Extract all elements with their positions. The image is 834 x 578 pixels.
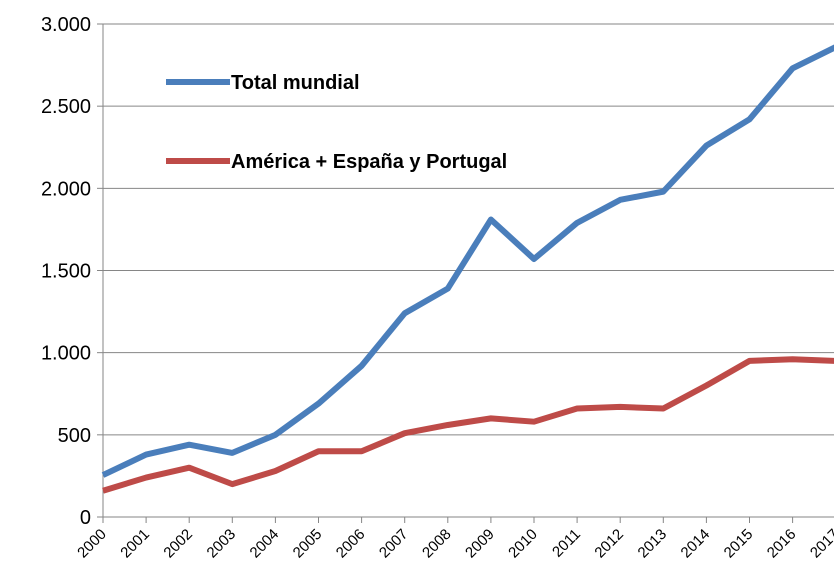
y-tick-label: 0 [80, 507, 91, 529]
x-tick-label: 2004 [247, 526, 283, 562]
x-tick-label: 2013 [635, 526, 671, 562]
legend-label: América + España y Portugal [231, 151, 507, 173]
y-tick-label: 1.000 [41, 343, 91, 365]
x-tick-label: 2007 [376, 526, 412, 562]
x-tick-label: 2012 [591, 526, 627, 562]
x-tick-label: 2001 [117, 526, 153, 562]
y-tick-label: 2.000 [41, 178, 91, 200]
x-tick-label: 2015 [721, 526, 757, 562]
y-tick-label: 3.000 [41, 14, 91, 36]
x-tick-label: 2011 [549, 526, 584, 561]
x-tick-label: 2000 [74, 526, 110, 562]
x-tick-label: 2014 [678, 526, 714, 562]
series-line [101, 44, 834, 478]
x-tick-label: 2017 [807, 526, 834, 562]
series-line [102, 356, 834, 494]
x-tick-label: 2003 [204, 526, 240, 562]
x-tick-label: 2006 [333, 526, 369, 562]
x-tick-label: 2002 [160, 526, 196, 562]
x-tick-label: 2005 [290, 526, 326, 562]
legend-label: Total mundial [231, 72, 360, 94]
y-tick-label: 1.500 [41, 261, 91, 283]
x-tick-label: 2016 [764, 526, 800, 562]
x-tick-label: 2010 [505, 526, 541, 562]
y-tick-label: 500 [58, 425, 91, 447]
y-tick-label: 2.500 [41, 96, 91, 118]
x-tick-label: 2008 [419, 526, 455, 562]
x-tick-label: 2009 [462, 526, 498, 562]
